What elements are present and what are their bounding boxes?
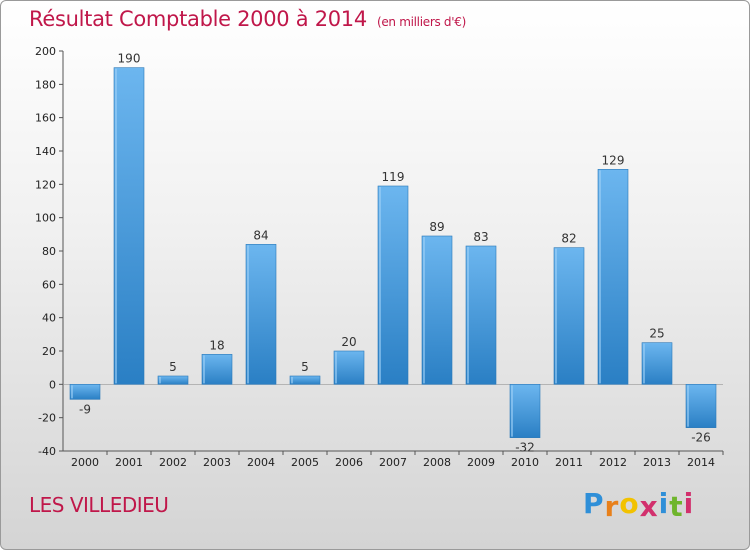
- bar-highlight: [599, 170, 601, 384]
- y-tick-label: 100: [35, 212, 56, 225]
- title-text: Résultat Comptable 2000 à 2014: [29, 7, 367, 31]
- bar: [597, 169, 629, 385]
- y-tick-label: 200: [35, 45, 56, 58]
- bar: [69, 384, 101, 400]
- bar-highlight: [71, 385, 73, 399]
- y-tick-label: 20: [42, 345, 56, 358]
- y-tick-label: 60: [42, 278, 56, 291]
- data-label: 129: [602, 153, 625, 167]
- chart-title: Résultat Comptable 2000 à 2014 (en millie…: [29, 7, 466, 31]
- bars: [69, 67, 717, 438]
- bar-highlight: [423, 237, 425, 384]
- bar-highlight: [247, 245, 249, 384]
- bar-highlight: [511, 385, 513, 437]
- bar: [509, 384, 541, 438]
- bar: [465, 245, 497, 385]
- data-label: 84: [253, 228, 268, 242]
- data-label: 20: [341, 335, 356, 349]
- y-tick-label: 180: [35, 78, 56, 91]
- y-tick-label: -40: [38, 445, 56, 458]
- y-tick-label: 0: [49, 378, 56, 391]
- logo-letter: i: [683, 487, 695, 520]
- bar: [641, 342, 673, 385]
- bar: [685, 384, 717, 428]
- data-label: 5: [301, 360, 309, 374]
- data-label: 5: [169, 360, 177, 374]
- y-tick-label: 160: [35, 112, 56, 125]
- bar-highlight: [291, 377, 293, 384]
- data-label: -26: [691, 431, 711, 445]
- data-label: 89: [429, 220, 444, 234]
- data-label: 83: [473, 230, 488, 244]
- bar-highlight: [335, 352, 337, 384]
- bar-highlight: [687, 385, 689, 427]
- bar-highlight: [467, 247, 469, 384]
- y-tick-label: 120: [35, 178, 56, 191]
- logo-letter: r: [604, 490, 620, 523]
- x-tick-label: 2002: [159, 456, 187, 469]
- x-tick-label: 2011: [555, 456, 583, 469]
- y-tick-label: 140: [35, 145, 56, 158]
- x-tick-label: 2001: [115, 456, 143, 469]
- x-tick-label: 2012: [599, 456, 627, 469]
- x-tick-label: 2010: [511, 456, 539, 469]
- bar: [157, 375, 189, 385]
- x-tick-label: 2008: [423, 456, 451, 469]
- x-tick-label: 2006: [335, 456, 363, 469]
- data-label: 25: [649, 327, 664, 341]
- y-tick-label: 40: [42, 312, 56, 325]
- data-label: -9: [79, 402, 91, 416]
- data-label: 119: [382, 170, 405, 184]
- bar-highlight: [379, 187, 381, 384]
- proxiti-logo: Proxiti: [583, 487, 695, 523]
- value-labels: -9 190 5 18 84 5 20 119 89 83 -32 82 129 25 -26: [79, 52, 711, 455]
- x-tick-label: 2013: [643, 456, 671, 469]
- y-tick-label: 80: [42, 245, 56, 258]
- x-tick-label: 2003: [203, 456, 231, 469]
- data-label: 82: [561, 232, 576, 246]
- bar-highlight: [203, 355, 205, 384]
- bar: [421, 235, 453, 385]
- bar-highlight: [643, 343, 645, 384]
- logo-letter: t: [669, 490, 684, 523]
- logo-letter: i: [658, 487, 670, 520]
- data-label: 190: [118, 52, 141, 66]
- bar: [333, 350, 365, 385]
- chart-subtitle: (en milliers d'€): [376, 15, 466, 29]
- bar: [377, 185, 409, 385]
- bar: [201, 354, 233, 385]
- bar-highlight: [555, 248, 557, 384]
- bar: [553, 247, 585, 385]
- x-tick-label: 2007: [379, 456, 407, 469]
- data-label: 18: [209, 338, 224, 352]
- place-name: LES VILLEDIEU: [29, 493, 169, 517]
- x-tick-label: 2009: [467, 456, 495, 469]
- bar: [289, 375, 321, 385]
- bar: [245, 244, 277, 385]
- x-tick-label: 2005: [291, 456, 319, 469]
- bar-highlight: [115, 68, 117, 384]
- y-tick-label: -20: [38, 412, 56, 425]
- data-label: -32: [515, 441, 535, 455]
- logo-letter: x: [639, 490, 659, 523]
- logo-letter: P: [583, 487, 605, 520]
- logo-letter: o: [619, 487, 640, 520]
- x-tick-label: 2000: [71, 456, 99, 469]
- bar: [113, 67, 145, 385]
- bar-highlight: [159, 377, 161, 384]
- axes: -40 -20 0 20 40 60 80 100 120 140 160 180 200 2000 200…: [35, 45, 724, 469]
- x-tick-label: 2004: [247, 456, 275, 469]
- x-tick-label: 2014: [687, 456, 715, 469]
